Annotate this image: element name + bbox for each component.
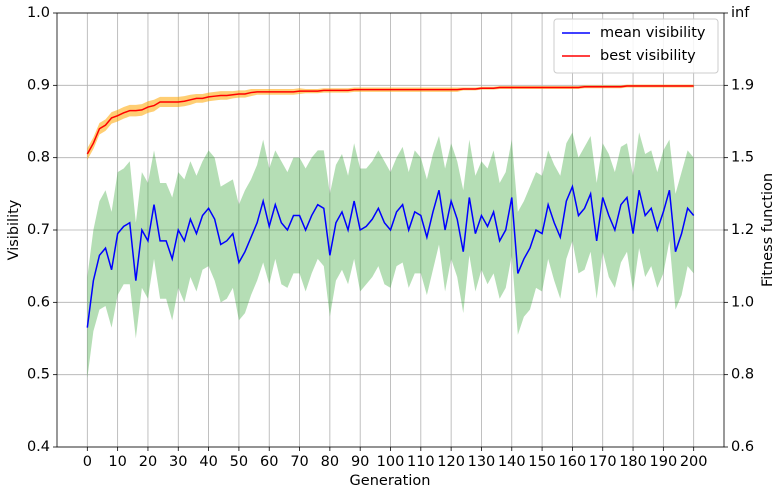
legend-label: best visibility — [600, 48, 696, 64]
x-tick-label: 90 — [351, 454, 369, 470]
y2-tick-label: 1.9 — [731, 77, 754, 93]
plot-frame — [56, 12, 725, 448]
y2-tick-label: 1.0 — [731, 294, 754, 310]
y-tick-label: 0.4 — [27, 439, 50, 455]
x-tick-label: 100 — [377, 454, 405, 470]
x-tick-label: 60 — [260, 454, 278, 470]
y2-tick-label: 0.8 — [731, 367, 754, 383]
x-tick-label: 20 — [139, 454, 157, 470]
y2-tick-label: 0.6 — [731, 439, 754, 455]
x-tick-label: 80 — [321, 454, 339, 470]
x-tick-label: 160 — [559, 454, 587, 470]
x-tick-label: 70 — [290, 454, 308, 470]
y-tick-label: 0.8 — [27, 150, 50, 166]
x-tick-label: 170 — [589, 454, 617, 470]
plot-area — [57, 12, 724, 448]
x-tick-label: 130 — [468, 454, 496, 470]
y2-tick-label: 1.5 — [731, 150, 754, 166]
x-tick-label: 0 — [83, 454, 92, 470]
x-tick-label: 150 — [528, 454, 556, 470]
legend-box — [553, 18, 719, 74]
line — [86, 85, 694, 155]
x-tick-label: 200 — [680, 454, 708, 470]
line — [86, 184, 695, 328]
x-tick-label: 50 — [230, 454, 248, 470]
y-tick-label: 0.6 — [27, 294, 50, 310]
x-tick-label: 140 — [498, 454, 526, 470]
x-tick-label: 180 — [619, 454, 647, 470]
y2-tick-label: 1.2 — [731, 222, 754, 238]
x-tick-label: 10 — [108, 454, 126, 470]
x-tick-label: 190 — [650, 454, 678, 470]
x-tick-label: 40 — [199, 454, 217, 470]
y-tick-label: 1.0 — [27, 5, 50, 21]
y-tick-label: 0.7 — [27, 222, 50, 238]
y2-axis-label: Fitness function — [760, 173, 776, 287]
x-tick-label: 110 — [407, 454, 435, 470]
y2-tick-label: inf — [731, 5, 750, 21]
x-tick-label: 120 — [437, 454, 465, 470]
y-axis-label: Visibility — [6, 199, 22, 260]
legend-label: mean visibility — [600, 25, 706, 41]
y-tick-label: 0.5 — [27, 367, 50, 383]
x-tick-label: 30 — [169, 454, 187, 470]
y-tick-label: 0.9 — [27, 77, 50, 93]
x-axis-label: Generation — [350, 473, 431, 489]
band — [87, 132, 694, 379]
